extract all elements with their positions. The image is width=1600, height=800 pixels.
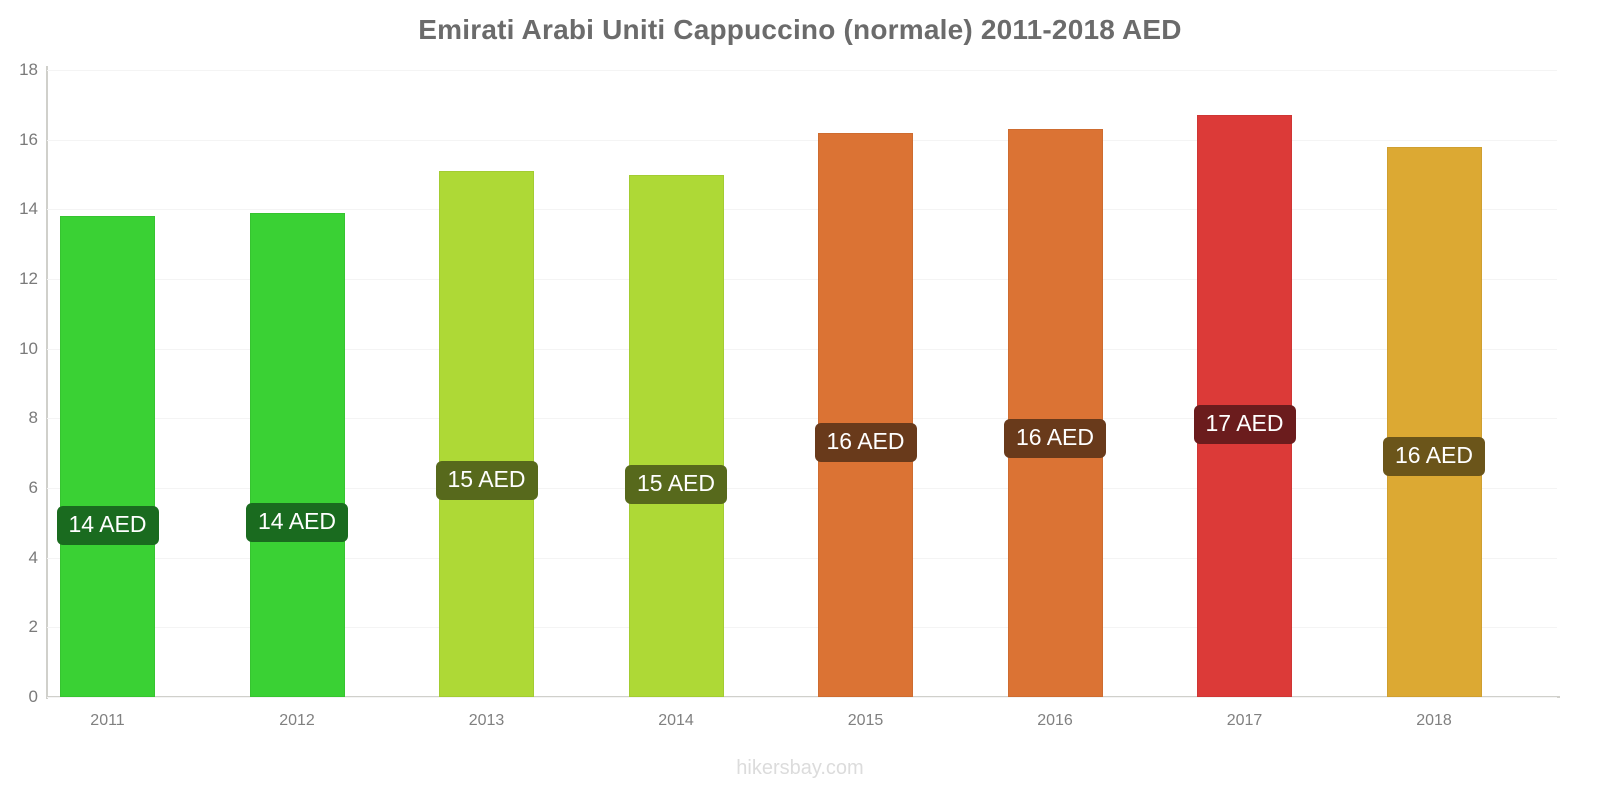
bar-2015[interactable]: 16 AED <box>814 132 917 697</box>
gridline <box>47 139 1557 141</box>
gridline <box>47 279 1557 280</box>
y-axis-tick-label: 10 <box>19 338 38 358</box>
bar-value-label: 15 AED <box>435 461 538 501</box>
y-axis-tick-label: 14 <box>19 199 38 219</box>
gridline <box>47 627 1557 629</box>
y-axis-tick-label: 16 <box>19 129 38 149</box>
bar-2016[interactable]: 16 AED <box>1004 129 1106 697</box>
y-axis-tick-label: 18 <box>19 60 38 79</box>
bar-value-label: 14 AED <box>246 502 348 542</box>
x-axis-tick-label: 2012 <box>279 712 315 729</box>
y-axis-line <box>46 66 48 699</box>
bar-2012[interactable]: 14 AED <box>246 212 348 697</box>
y-axis-tick-label: 4 <box>28 547 38 567</box>
x-axis-tick-label: 2011 <box>90 712 125 729</box>
gridline <box>47 488 1557 489</box>
bar-2013[interactable]: 15 AED <box>435 171 538 697</box>
y-axis-tick-label: 6 <box>28 478 38 497</box>
plot-area: 14 AED 14 AED 15 AED 15 AED 16 AED 16 AED 17 A… <box>47 70 1557 698</box>
bar-value-label: 15 AED <box>625 464 727 504</box>
watermark-hikersbay: hikersbay.com <box>736 757 864 779</box>
x-axis-tick-label: 2016 <box>1037 712 1073 729</box>
bar-2014[interactable]: 15 AED <box>625 174 727 697</box>
x-axis-tick-label: 2013 <box>468 712 505 729</box>
gridline <box>47 418 1557 420</box>
bar-2017[interactable]: 17 AED <box>1193 115 1296 697</box>
bar-value-label: 16 AED <box>1004 419 1106 459</box>
bar-value-label: 14 AED <box>56 506 159 546</box>
gridline <box>47 348 1557 350</box>
gridline <box>47 70 1557 71</box>
gridline <box>47 697 1557 698</box>
y-axis-tick-label: 2 <box>28 617 38 637</box>
bar-value-label: 16 AED <box>814 422 917 462</box>
x-axis-tick-label: 2017 <box>1226 712 1263 729</box>
bar-2018[interactable]: 16 AED <box>1383 146 1485 697</box>
bar-value-label: 17 AED <box>1193 405 1296 445</box>
y-axis-tick-label: 12 <box>19 269 38 288</box>
gridline <box>47 209 1557 211</box>
bar-2011[interactable]: 14 AED <box>56 216 159 697</box>
chart-title: Emirati Arabi Uniti Cappuccino (normale)… <box>418 14 1182 45</box>
y-axis-tick-label: 8 <box>28 408 38 428</box>
x-axis-tick-label: 2015 <box>847 712 884 729</box>
gridline <box>47 557 1557 559</box>
bar-value-label: 16 AED <box>1383 436 1485 476</box>
x-axis-tick-label: 2018 <box>1416 712 1452 729</box>
y-axis-tick-label: 0 <box>28 687 38 706</box>
x-axis-tick-label: 2014 <box>658 712 694 729</box>
